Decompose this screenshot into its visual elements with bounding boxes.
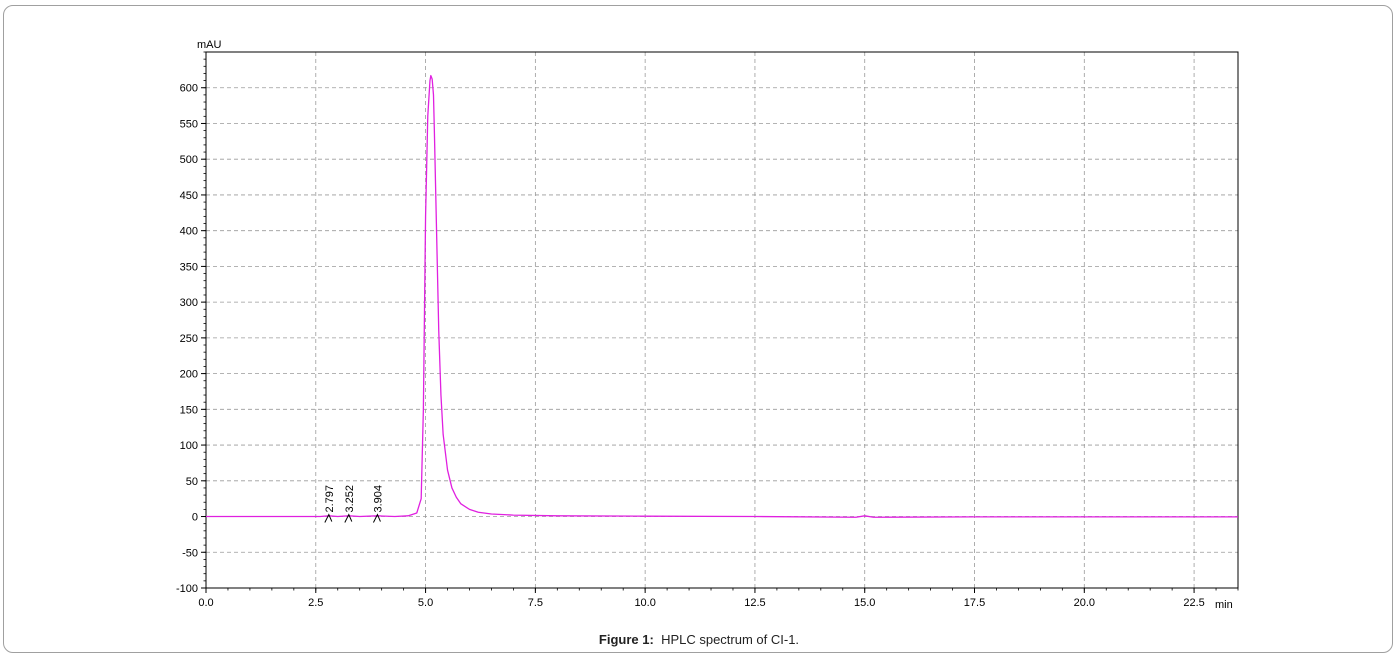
x-tick-label: 17.5 bbox=[964, 597, 985, 609]
x-tick-label: 5.0 bbox=[418, 597, 433, 609]
x-tick-label: 7.5 bbox=[528, 597, 543, 609]
tick-labels: -100 -50 0 50 100 150 200 250 300 350 400 450 500 550… bbox=[176, 83, 1205, 609]
series-line bbox=[206, 74, 1238, 518]
peak-marker bbox=[372, 513, 381, 523]
x-axis-label: min bbox=[1215, 599, 1233, 611]
x-tick-label: 15.0 bbox=[854, 597, 875, 609]
y-tick-label: 250 bbox=[180, 333, 198, 345]
y-tick-label: 200 bbox=[180, 369, 198, 381]
y-tick-label: -100 bbox=[176, 583, 198, 595]
peak-marker bbox=[324, 513, 333, 523]
peak-labels: 2.797 3.252 3.904 bbox=[324, 485, 384, 523]
y-tick-label: 150 bbox=[180, 404, 198, 416]
y-tick-label: 550 bbox=[180, 118, 198, 130]
x-tick-label: 2.5 bbox=[308, 597, 323, 609]
x-tick-label: 22.5 bbox=[1183, 597, 1204, 609]
x-tick-label: 10.0 bbox=[634, 597, 655, 609]
caption-label: Figure 1: bbox=[598, 632, 654, 647]
grid-lines bbox=[206, 52, 1238, 588]
y-axis-label: mAU bbox=[197, 39, 222, 51]
y-tick-label: 500 bbox=[180, 154, 198, 166]
x-tick-label: 12.5 bbox=[744, 597, 765, 609]
peak-marker bbox=[344, 513, 353, 523]
plot-frame bbox=[205, 51, 1239, 589]
axes bbox=[201, 51, 1239, 593]
y-tick-label: 600 bbox=[180, 83, 198, 95]
peak-label: 3.904 bbox=[372, 485, 384, 513]
caption-text: HPLC spectrum of CI-1. bbox=[661, 632, 800, 647]
x-tick-label: 20.0 bbox=[1074, 597, 1095, 609]
figure-caption: Figure 1: HPLC spectrum of CI-1. bbox=[0, 632, 1398, 647]
peak-label: 3.252 bbox=[344, 485, 356, 513]
y-tick-label: 400 bbox=[180, 226, 198, 238]
y-tick-label: 450 bbox=[180, 190, 198, 202]
hplc-chart: -100 -50 0 50 100 150 200 250 300 350 400 450 500 550… bbox=[176, 39, 1239, 611]
y-tick-label: -50 bbox=[182, 547, 198, 559]
y-tick-label: 300 bbox=[180, 297, 198, 309]
x-tick-label: 0.0 bbox=[198, 597, 213, 609]
y-tick-label: 350 bbox=[180, 261, 198, 273]
y-tick-label: 0 bbox=[192, 512, 198, 524]
y-tick-label: 50 bbox=[186, 476, 198, 488]
series-layer bbox=[206, 74, 1238, 518]
y-tick-label: 100 bbox=[180, 440, 198, 452]
figure-frame bbox=[3, 5, 1393, 653]
peak-label: 2.797 bbox=[324, 485, 336, 513]
